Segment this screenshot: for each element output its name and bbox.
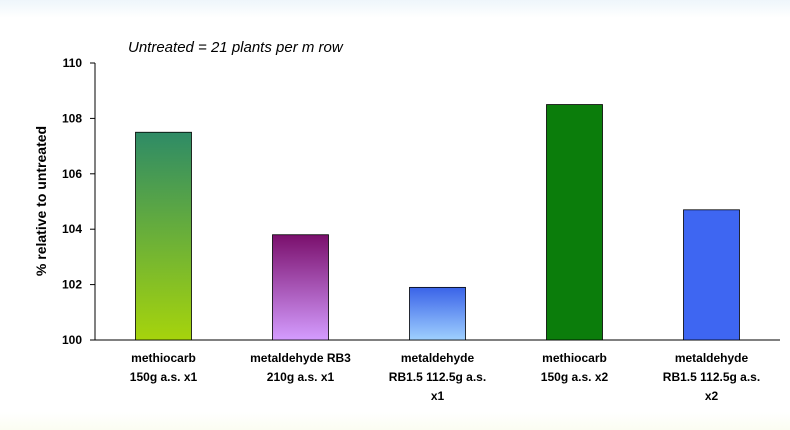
y-tick-label: 110 (63, 56, 83, 70)
top-decoration-band (0, 0, 790, 18)
bottom-decoration-band (0, 412, 790, 430)
y-axis-label: % relative to untreated (33, 126, 49, 276)
y-tick-label: 102 (62, 278, 82, 292)
x-tick-label: methiocarb 150g a.s. x2 (540, 351, 609, 384)
x-tick-label: metaldehyde RB1.5 112.5g a.s. x1 (388, 351, 487, 403)
bar-3 (409, 286, 466, 341)
chart-subtitle: Untreated = 21 plants per m row (128, 39, 344, 56)
y-tick-label: 106 (62, 167, 82, 181)
y-tick-label: 104 (62, 222, 82, 236)
y-tick-label: 108 (62, 111, 82, 125)
bar-5 (683, 209, 740, 341)
bar-1 (135, 131, 192, 341)
x-tick-label: metaldehyde RB1.5 112.5g a.s. x2 (662, 351, 761, 403)
bar-4 (546, 104, 603, 341)
x-tick-label: methiocarb 150g a.s. x1 (129, 351, 198, 384)
bar-series (135, 104, 740, 341)
y-tick-label: 100 (62, 333, 82, 347)
bar-2 (272, 234, 329, 341)
x-tick-label: metaldehyde RB3 210g a.s. x1 (250, 351, 351, 384)
y-axis: 100 102 104 106 108 110 (62, 56, 780, 347)
